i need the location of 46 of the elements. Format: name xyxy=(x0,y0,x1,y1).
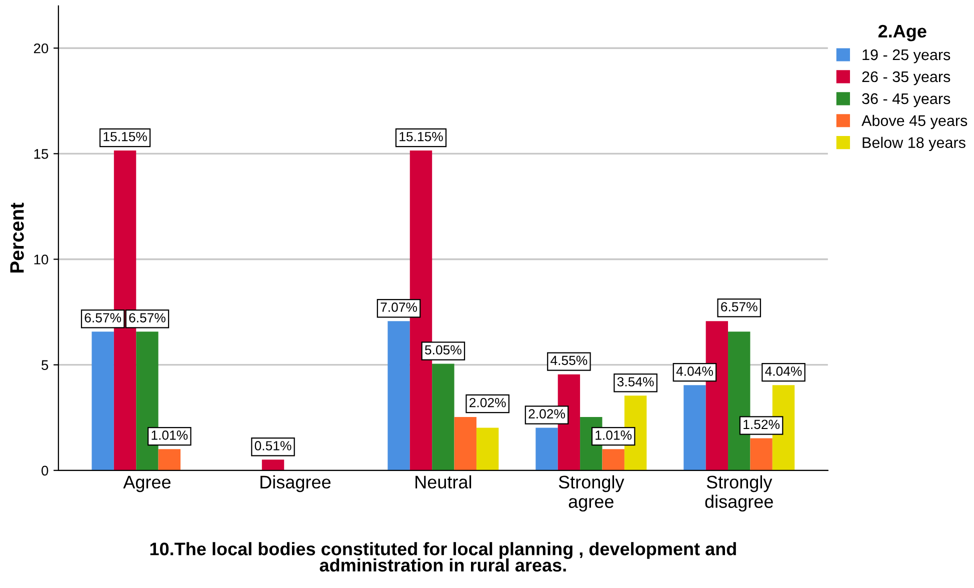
data-label: 4.04% xyxy=(765,366,802,376)
legend-label: Below 18 years xyxy=(862,136,966,152)
data-label: 5.05% xyxy=(424,345,462,355)
bar xyxy=(388,321,410,470)
data-label: 0.51% xyxy=(254,441,292,450)
bar xyxy=(684,385,706,470)
data-label: 4.04% xyxy=(676,366,713,376)
y-tick-label: 10 xyxy=(34,254,48,264)
data-label: 2.02% xyxy=(528,409,565,419)
legend-title: 2.Age xyxy=(878,24,926,42)
legend-label: 19 - 25 years xyxy=(862,49,950,64)
x-axis-title: 10.The local bodies constituted for local planning , development and administration in rural areas. xyxy=(150,542,736,572)
y-tick-label: 5 xyxy=(42,360,48,370)
bar xyxy=(602,449,624,470)
x-tick-label: Neutral xyxy=(416,475,472,489)
data-label: 1.01% xyxy=(596,430,632,440)
data-label: 6.57% xyxy=(129,313,166,322)
bar xyxy=(92,332,114,470)
x-tick-label: Agree xyxy=(123,476,171,492)
y-tick-label: 15 xyxy=(34,149,48,159)
y-tick-label: 0 xyxy=(42,466,48,476)
data-label: 6.57% xyxy=(84,313,122,322)
data-label: 6.57% xyxy=(721,302,758,312)
bar xyxy=(454,416,476,470)
legend-label: 26 - 35 years xyxy=(862,71,950,86)
data-label: 15.15% xyxy=(400,132,443,142)
data-label: 3.54% xyxy=(617,377,654,386)
data-label: 7.07% xyxy=(380,302,418,312)
bar xyxy=(750,438,772,470)
legend-label: 36 - 45 years xyxy=(862,93,950,108)
data-label: 15.15% xyxy=(104,132,147,142)
y-axis-title: Percent xyxy=(10,202,24,273)
x-tick-label: Strongly agree xyxy=(558,475,624,512)
x-tick-label: Strongly disagree xyxy=(705,475,773,512)
data-label: 1.01% xyxy=(152,430,188,440)
bar xyxy=(536,428,558,470)
bar xyxy=(476,428,499,470)
bar xyxy=(432,364,454,470)
data-label: 2.02% xyxy=(470,398,506,408)
bar xyxy=(262,460,284,470)
y-tick-label: 20 xyxy=(34,43,48,54)
legend-label: Above 45 years xyxy=(862,114,968,130)
data-label: 4.55% xyxy=(550,356,588,366)
bar xyxy=(158,449,181,470)
x-tick-label: Disagree xyxy=(260,475,331,492)
data-label: 1.52% xyxy=(744,420,780,430)
